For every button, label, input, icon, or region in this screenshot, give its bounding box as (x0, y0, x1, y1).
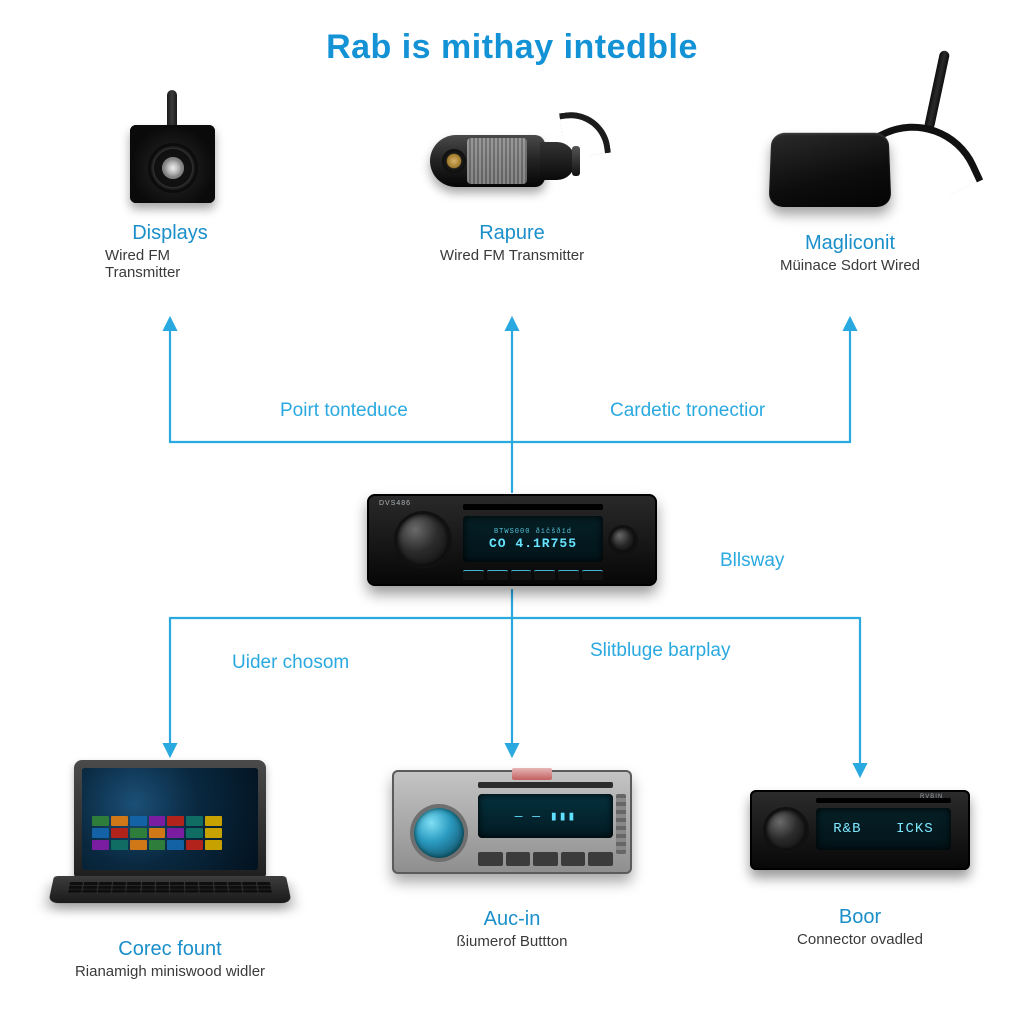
stereo2-screen: — — ▮▮▮ (478, 794, 613, 838)
node-subtitle: ßiumerof Buttton (457, 933, 568, 950)
edge-label: Poirt tonteduce (280, 400, 408, 422)
page-title: Rab is mithay intedble (0, 28, 1024, 67)
car-stereo-icon: DVS486 BTWS000 ðïčšðïd CO 4.1R755 (367, 494, 657, 586)
node-title: Rapure (479, 222, 545, 245)
stereo3-screen-t2: ICKS (896, 821, 934, 837)
device-flat-icon (750, 80, 950, 220)
car-stereo-small-icon: RVBIN R&B ICKS (750, 790, 970, 870)
device-cylinder-icon (412, 90, 612, 210)
node-aucin: — — ▮▮▮ Auc-in ßiumerof Buttton (392, 770, 632, 950)
stereo-screen-line2: CO 4.1R755 (489, 536, 577, 551)
diagram-stage: Rab is mithay intedble (0, 0, 1024, 1024)
edge-label: Uider chosom (232, 652, 349, 674)
stereo3-screen-t1: R&B (833, 821, 861, 837)
node-title: Displays (132, 222, 208, 245)
edge-label: Slitbluge barplay (590, 640, 730, 662)
node-magliconit: Magliconit Müinace Sdort Wired (750, 80, 950, 274)
laptop-icon (50, 756, 290, 926)
node-subtitle: Wired FM Transmitter (105, 247, 235, 281)
stereo-screen-line1: BTWS000 ðïčšðïd (494, 528, 572, 536)
node-center-stereo: DVS486 BTWS000 ðïčšðïd CO 4.1R755 (367, 494, 657, 586)
car-stereo-silver-icon: — — ▮▮▮ (392, 770, 632, 874)
node-title: Boor (839, 906, 881, 929)
edge-label: Bllsway (720, 550, 784, 572)
edge-label: Cardetic tronectior (610, 400, 765, 422)
node-displays: Displays Wired FM Transmitter (105, 90, 235, 281)
node-boor: RVBIN R&B ICKS Boor Connector ovadled (750, 790, 970, 948)
node-title: Corec fount (118, 938, 221, 961)
node-subtitle: Rianamigh miniswood widler (75, 963, 265, 980)
node-rapure: Rapure Wired FM Transmitter (412, 90, 612, 264)
node-laptop: Corec fount Rianamigh miniswood widler (50, 756, 290, 980)
device-cube-icon (105, 90, 235, 210)
stereo-brand: DVS486 (379, 500, 411, 507)
node-subtitle: Müinace Sdort Wired (780, 257, 920, 274)
node-title: Auc-in (484, 908, 541, 931)
node-subtitle: Connector ovadled (797, 931, 923, 948)
node-subtitle: Wired FM Transmitter (440, 247, 584, 264)
node-title: Magliconit (805, 232, 895, 255)
